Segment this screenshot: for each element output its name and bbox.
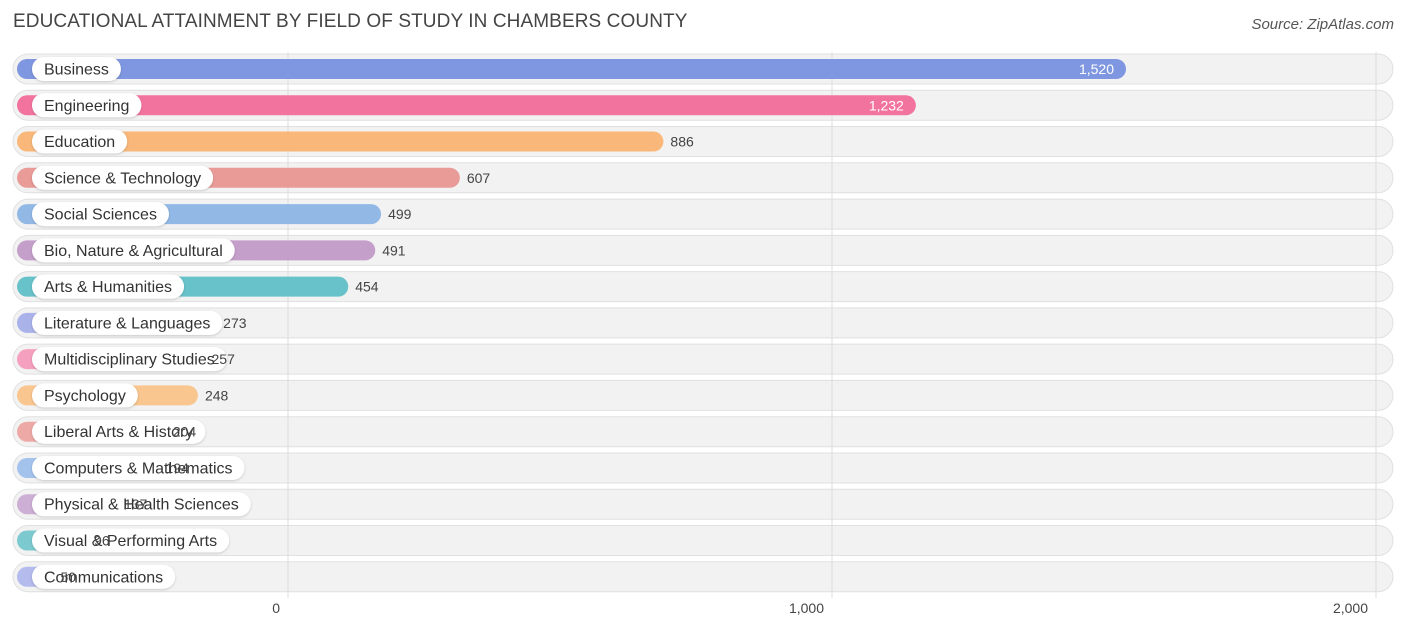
bar-label: Liberal Arts & History (44, 424, 193, 441)
label-pill (32, 165, 214, 190)
bar-label: Multidisciplinary Studies (44, 352, 215, 369)
x-tick-label: 2,000 (1333, 600, 1368, 616)
bar-label: Social Sciences (44, 207, 157, 224)
bar-label: Literature & Languages (44, 315, 210, 332)
label-pill (32, 202, 169, 227)
bar-label: Education (44, 134, 115, 151)
label-pill (32, 528, 230, 553)
bar-label: Business (44, 62, 109, 79)
row-background (12, 271, 1394, 303)
bar (17, 59, 1126, 79)
value-label: 96 (94, 533, 110, 549)
label-pill (32, 57, 121, 81)
value-label: 257 (212, 351, 236, 367)
bar (17, 131, 664, 152)
row-background (12, 343, 1394, 375)
value-label: 499 (388, 206, 412, 222)
bar-label: Physical & Health Sciences (44, 497, 239, 514)
value-label: 204 (173, 424, 197, 440)
label-pill (32, 274, 185, 299)
bar-label: Arts & Humanities (44, 279, 172, 296)
label-pill (32, 492, 251, 517)
bar-label: Psychology (44, 388, 126, 405)
chart-title: EDUCATIONAL ATTAINMENT BY FIELD OF STUDY… (13, 11, 688, 32)
bar-label: Engineering (44, 98, 129, 115)
label-pill (32, 455, 245, 480)
label-pill (32, 238, 235, 263)
value-label: 1,520 (1079, 61, 1114, 77)
value-label: 194 (166, 460, 190, 476)
row-background (12, 307, 1394, 339)
bar (17, 95, 916, 116)
bar-label: Communications (44, 569, 163, 586)
value-label: 248 (205, 387, 229, 403)
row-background (12, 379, 1394, 411)
value-label: 886 (670, 134, 694, 150)
value-label: 50 (60, 569, 76, 585)
row-background (12, 488, 1394, 520)
row-background (12, 452, 1394, 484)
label-pill (32, 93, 142, 118)
value-label: 137 (124, 496, 148, 512)
bar-label: Science & Technology (44, 170, 201, 187)
label-pill (32, 383, 138, 408)
label-pill (32, 347, 227, 372)
value-label: 607 (467, 170, 491, 186)
value-label: 491 (382, 242, 406, 258)
bar-label: Computers & Mathematics (44, 460, 233, 477)
label-pill (32, 129, 128, 154)
source-credit: Source: ZipAtlas.com (1251, 16, 1394, 33)
bar-label: Visual & Performing Arts (44, 533, 217, 550)
label-pill (32, 310, 223, 335)
row-background (12, 525, 1394, 557)
value-label: 1,232 (869, 97, 904, 113)
bar-label: Bio, Nature & Agricultural (44, 243, 223, 260)
value-label: 273 (223, 315, 247, 331)
label-pill (32, 419, 206, 444)
x-tick-label: 0 (272, 600, 280, 616)
value-label: 454 (355, 279, 379, 295)
row-background (12, 561, 1394, 593)
x-tick-label: 1,000 (789, 600, 824, 616)
label-pill (32, 564, 176, 589)
row-background (12, 416, 1394, 448)
